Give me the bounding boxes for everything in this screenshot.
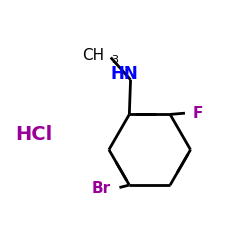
Text: HN: HN xyxy=(110,64,138,82)
Text: F: F xyxy=(192,106,203,121)
Text: 3: 3 xyxy=(111,55,118,65)
Text: HCl: HCl xyxy=(15,126,52,144)
Text: Br: Br xyxy=(92,181,111,196)
Text: CH: CH xyxy=(82,48,104,62)
